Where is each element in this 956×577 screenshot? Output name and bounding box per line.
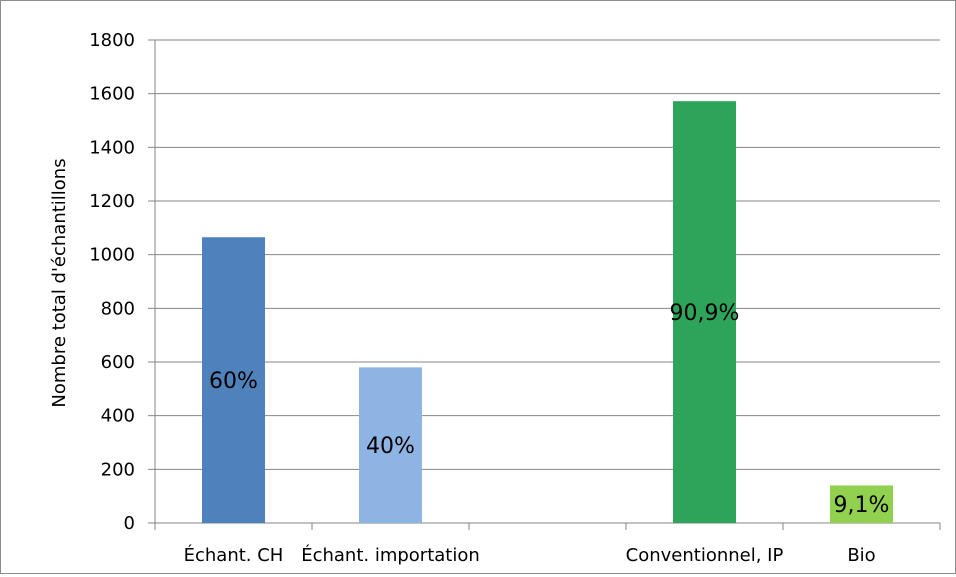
x-tick-label: Conventionnel, IP [626, 545, 784, 566]
data-label: 60% [209, 369, 258, 394]
y-tick-label: 200 [101, 459, 135, 480]
bar [673, 101, 736, 524]
y-tick-label: 1800 [89, 30, 135, 51]
y-tick-label: 0 [124, 513, 135, 534]
y-tick-label: 1600 [89, 84, 135, 105]
y-tick-label: 1200 [89, 191, 135, 212]
bar [830, 485, 893, 523]
y-tick-label: 400 [101, 406, 135, 427]
bar [202, 237, 265, 523]
y-tick-label: 1400 [89, 137, 135, 158]
y-axis-label: Nombre total d'échantillons [49, 158, 70, 407]
x-tick-label: Bio [847, 545, 875, 566]
data-labels: 60% 40% 90,9% 9,1% [209, 301, 889, 518]
x-tick-label: Échant. CH [184, 544, 284, 566]
y-tick-label: 600 [101, 352, 135, 373]
data-label: 40% [366, 434, 415, 459]
data-label: 9,1% [834, 493, 890, 518]
bar [359, 367, 422, 523]
tick-labels: 0 200 400 600 800 1000 1200 1400 1600 1800 Échant.… [89, 30, 876, 566]
gridlines [155, 39, 940, 470]
axes [148, 39, 941, 530]
data-label: 90,9% [670, 301, 740, 326]
y-tick-label: 1000 [89, 245, 135, 266]
x-tick-label: Échant. importation [301, 544, 480, 566]
y-tick-label: 800 [101, 298, 135, 319]
bars [202, 101, 893, 524]
